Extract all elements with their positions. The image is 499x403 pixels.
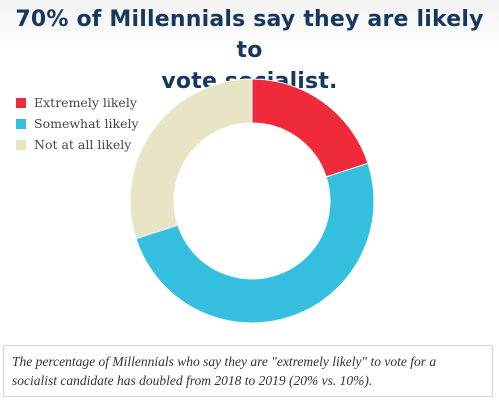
legend-item-somewhat-likely: Somewhat likely <box>16 113 139 134</box>
chart-caption: The percentage of Millennials who say th… <box>12 354 437 388</box>
chart-legend: Extremely likely Somewhat likely Not at … <box>16 92 139 155</box>
legend-swatch-extremely-likely <box>16 97 26 108</box>
donut-chart <box>129 78 375 324</box>
chart-title: 70% of Millennials say they are likely t… <box>0 4 499 97</box>
donut-slice-extremely-likely <box>251 78 369 178</box>
legend-item-extremely-likely: Extremely likely <box>16 92 139 113</box>
legend-item-not-at-all-likely: Not at all likely <box>16 134 139 155</box>
chart-title-line: 70% of Millennials say they are likely t… <box>15 7 484 63</box>
title-bar: 70% of Millennials say they are likely t… <box>0 0 499 94</box>
donut-slice-not-at-all-likely <box>129 78 253 240</box>
chart-caption-box: The percentage of Millennials who say th… <box>3 345 493 397</box>
legend-label-extremely-likely: Extremely likely <box>34 95 137 110</box>
legend-label-not-at-all-likely: Not at all likely <box>34 137 132 152</box>
legend-swatch-not-at-all-likely <box>16 139 26 150</box>
legend-label-somewhat-likely: Somewhat likely <box>34 116 139 131</box>
legend-swatch-somewhat-likely <box>16 118 26 129</box>
donut-slice-somewhat-likely <box>135 162 375 324</box>
